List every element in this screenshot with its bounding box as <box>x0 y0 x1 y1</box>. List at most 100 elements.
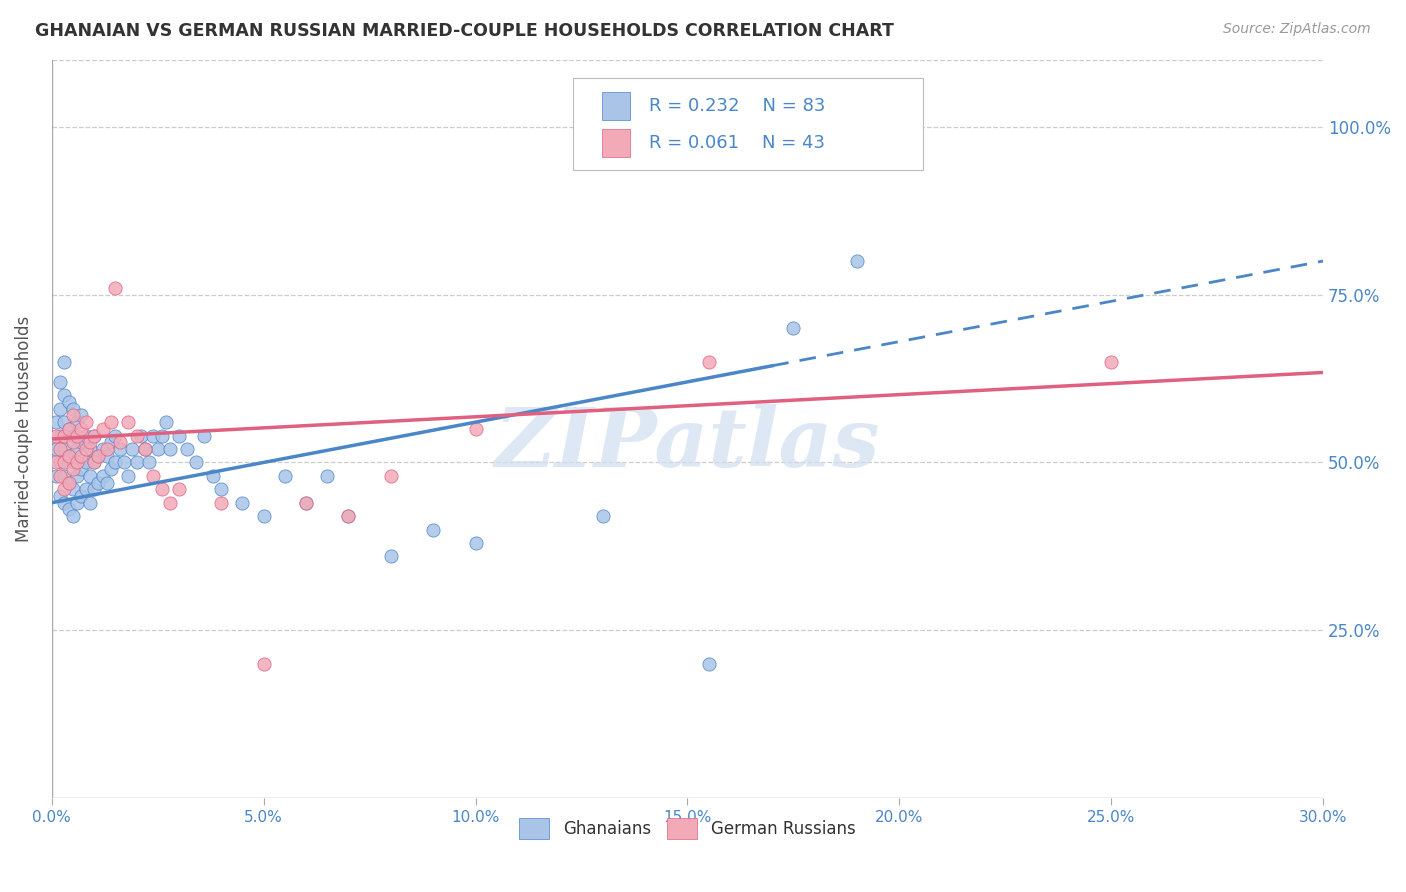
Point <box>70 489 93 503</box>
Point <box>159 496 181 510</box>
Text: GHANAIAN VS GERMAN RUSSIAN MARRIED-COUPLE HOUSEHOLDS CORRELATION CHART: GHANAIAN VS GERMAN RUSSIAN MARRIED-COUPL… <box>35 22 894 40</box>
Point <box>83 428 105 442</box>
Point <box>104 428 127 442</box>
Point <box>142 428 165 442</box>
Point <box>846 254 869 268</box>
Point <box>104 455 127 469</box>
Point <box>62 401 84 416</box>
Point <box>209 496 232 510</box>
Point <box>53 388 76 402</box>
Point <box>155 415 177 429</box>
Point <box>87 449 110 463</box>
Point <box>53 415 76 429</box>
Point <box>79 442 101 456</box>
Point <box>91 422 114 436</box>
Point <box>66 496 89 510</box>
Point <box>209 483 232 497</box>
Point <box>104 281 127 295</box>
Point <box>49 428 72 442</box>
Point <box>58 422 80 436</box>
Point <box>62 455 84 469</box>
Point <box>62 409 84 423</box>
Point <box>53 483 76 497</box>
Point <box>96 449 118 463</box>
Point <box>53 468 76 483</box>
Point <box>75 442 97 456</box>
Point <box>58 475 80 490</box>
Point <box>167 483 190 497</box>
Point <box>150 483 173 497</box>
Point <box>697 657 720 671</box>
Point <box>100 415 122 429</box>
Point <box>87 449 110 463</box>
Point <box>58 449 80 463</box>
Point <box>295 496 318 510</box>
Point <box>138 455 160 469</box>
Point <box>91 442 114 456</box>
Point <box>1099 355 1122 369</box>
Point <box>53 442 76 456</box>
Point <box>592 509 614 524</box>
Point <box>45 468 67 483</box>
Point <box>66 442 89 456</box>
Point <box>70 449 93 463</box>
Point <box>79 435 101 450</box>
Text: R = 0.232    N = 83: R = 0.232 N = 83 <box>650 97 825 115</box>
Point <box>464 536 486 550</box>
Point <box>422 523 444 537</box>
Point <box>70 435 93 450</box>
Point <box>108 442 131 456</box>
Text: Source: ZipAtlas.com: Source: ZipAtlas.com <box>1223 22 1371 37</box>
Point <box>337 509 360 524</box>
Point <box>49 489 72 503</box>
Point <box>58 475 80 490</box>
Point <box>45 415 67 429</box>
Point <box>142 468 165 483</box>
Point <box>184 455 207 469</box>
Point <box>125 455 148 469</box>
Point <box>83 455 105 469</box>
Point <box>53 455 76 469</box>
Point <box>129 428 152 442</box>
Point <box>79 496 101 510</box>
Bar <box>602 129 630 157</box>
Point <box>58 449 80 463</box>
Point <box>49 455 72 469</box>
Point <box>253 509 276 524</box>
Point <box>91 468 114 483</box>
Point <box>134 442 156 456</box>
Point <box>49 442 72 456</box>
Point <box>117 468 139 483</box>
Point <box>75 455 97 469</box>
Point <box>70 422 93 436</box>
Point <box>316 468 339 483</box>
Point <box>108 435 131 450</box>
Point <box>83 428 105 442</box>
Point <box>295 496 318 510</box>
Point <box>96 442 118 456</box>
Point <box>45 442 67 456</box>
Point <box>274 468 297 483</box>
Point <box>62 462 84 476</box>
Bar <box>602 92 630 120</box>
Point <box>70 409 93 423</box>
Point <box>62 435 84 450</box>
Point <box>782 321 804 335</box>
Point <box>62 428 84 442</box>
Point <box>167 428 190 442</box>
Point <box>70 462 93 476</box>
Point <box>134 442 156 456</box>
Point <box>231 496 253 510</box>
Point <box>159 442 181 456</box>
FancyBboxPatch shape <box>574 78 922 170</box>
Point <box>100 435 122 450</box>
Point <box>112 455 135 469</box>
Point <box>464 422 486 436</box>
Point <box>53 428 76 442</box>
Point <box>66 468 89 483</box>
Point <box>66 415 89 429</box>
Point <box>66 455 89 469</box>
Point <box>75 415 97 429</box>
Point <box>337 509 360 524</box>
Point <box>125 428 148 442</box>
